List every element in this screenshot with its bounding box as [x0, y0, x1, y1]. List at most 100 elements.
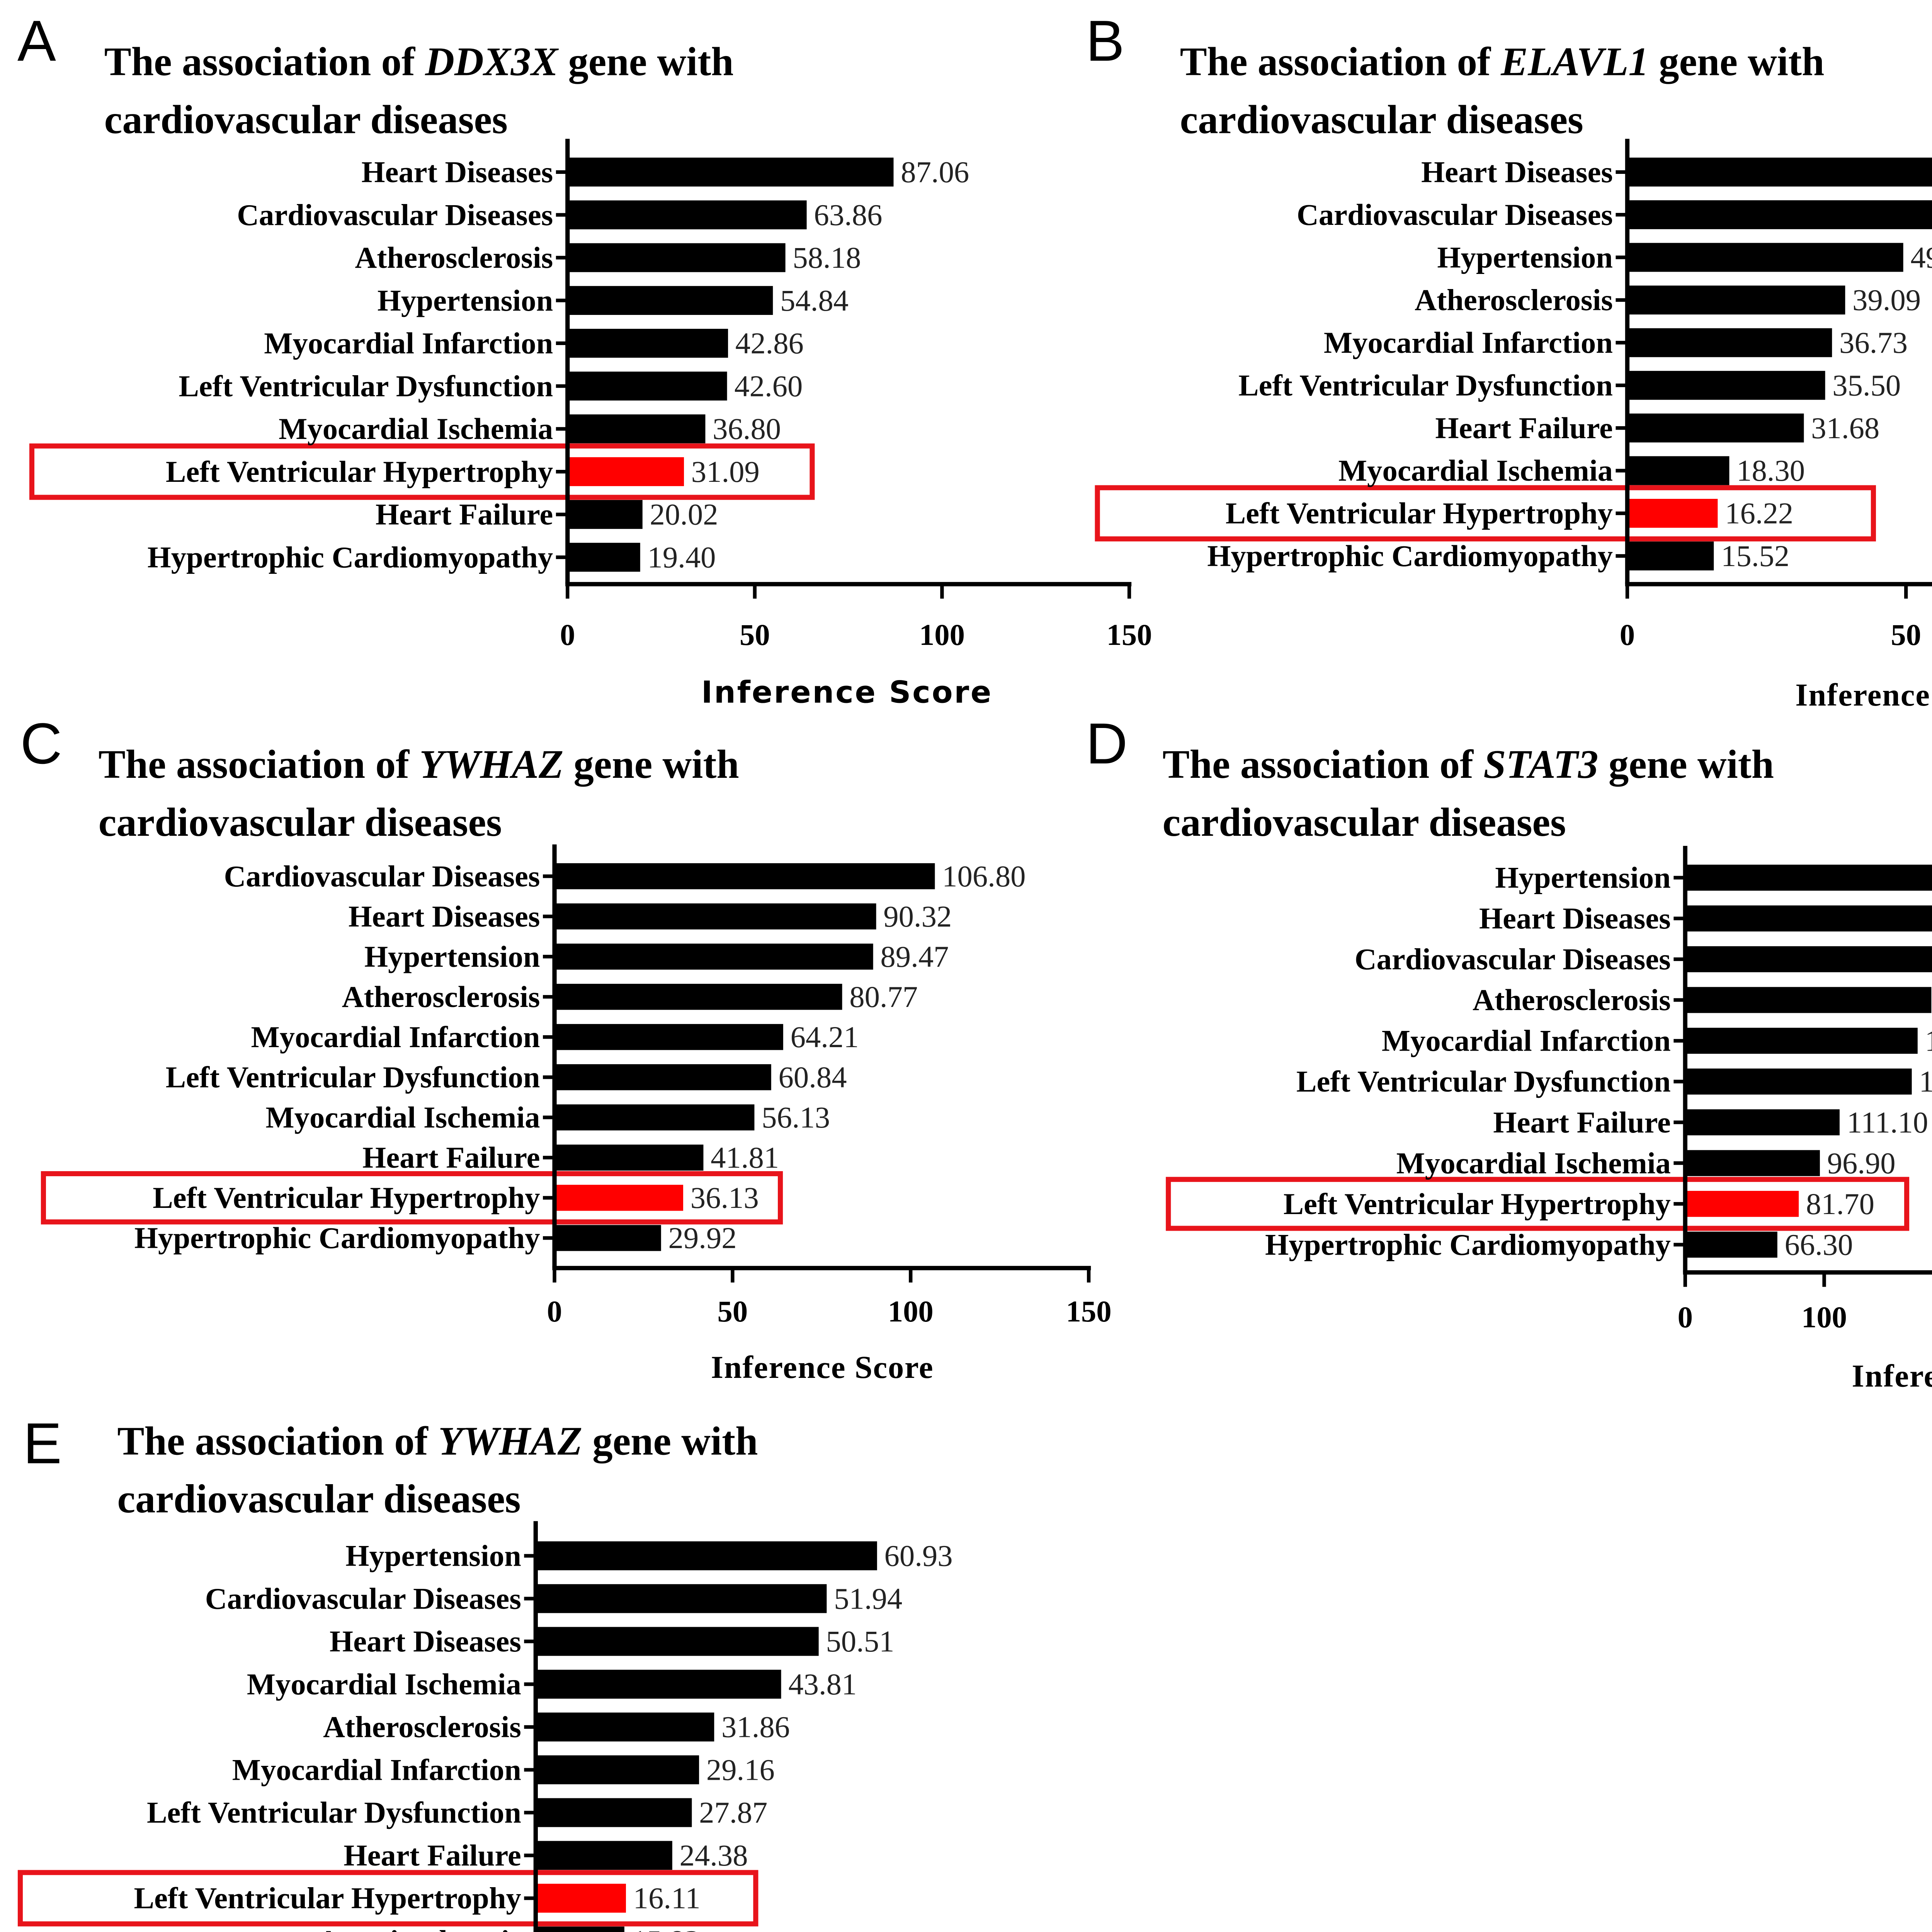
category-label: Left Ventricular Dysfunction: [179, 369, 553, 403]
value-label: 66.30: [1784, 1228, 1853, 1262]
chart-title: The association of YWHAZ gene with: [99, 742, 739, 787]
category-label: Myocardial Infarction: [251, 1020, 540, 1054]
bar: [536, 1841, 672, 1870]
value-label: 42.60: [734, 369, 803, 403]
plot-area: Cardiovascular Diseases 106.80 Heart Disea…: [41, 844, 1112, 1328]
bar: [536, 1627, 819, 1656]
value-label: 81.70: [1806, 1187, 1874, 1221]
highlight-box: [1166, 1177, 1910, 1231]
value-label: 31.68: [1811, 412, 1879, 445]
category-label: Heart Failure: [344, 1839, 521, 1872]
value-label: 42.86: [735, 327, 804, 361]
category-label: Heart Diseases: [330, 1625, 521, 1658]
x-tick-label: 150: [1066, 1295, 1112, 1328]
value-label: 167.23: [1925, 1024, 1932, 1058]
category-label: Left Ventricular Hypertrophy: [134, 1882, 521, 1915]
plot-area: Heart Diseases67.91Cardiovascular Diseas…: [1095, 139, 1932, 652]
highlight-box: [1095, 485, 1876, 542]
value-label: 80.77: [849, 980, 918, 1014]
category-label: Atherosclerosis: [1415, 284, 1613, 317]
bar-highlighted: [567, 457, 684, 486]
category-label: Myocardial Ischemia: [1338, 454, 1613, 488]
x-axis-label: Inference Score: [711, 1350, 934, 1385]
value-label: 16.11: [633, 1882, 701, 1915]
value-label: 24.38: [680, 1839, 748, 1872]
category-label: Left Ventricular Hypertrophy: [166, 455, 553, 489]
bar: [1627, 328, 1832, 357]
category-label: Arteriosclerosis: [318, 1925, 521, 1932]
bar: [567, 243, 786, 272]
panel-a: A The association of DDX3X gene with car…: [17, 8, 1152, 710]
value-label: 56.13: [762, 1101, 830, 1134]
bar: [567, 500, 643, 529]
bar: [554, 1145, 704, 1171]
bar: [567, 157, 894, 187]
x-axis-label: Inference Score: [1795, 677, 1932, 713]
bar: [1685, 1150, 1820, 1176]
bar: [554, 863, 935, 889]
x-tick-label: 100: [888, 1295, 934, 1328]
category-label: Heart Diseases: [361, 156, 553, 189]
chart-title: The association of DDX3X gene with: [104, 39, 734, 84]
gene-name: YWHAZ: [438, 1419, 582, 1464]
bar: [1627, 286, 1845, 315]
x-axis-label: Inference Score: [1852, 1359, 1932, 1394]
value-label: 29.16: [706, 1753, 775, 1787]
value-label: 36.13: [690, 1181, 759, 1215]
value-label: 39.09: [1852, 284, 1921, 317]
category-label: Hypertension: [1437, 241, 1613, 274]
bar: [554, 1225, 661, 1251]
title-suffix: gene with: [1598, 742, 1774, 787]
x-tick-label: 150: [1107, 618, 1152, 652]
category-label: Heart Diseases: [1479, 902, 1671, 935]
category-label: Hypertension: [378, 284, 553, 318]
value-label: 18.30: [1736, 454, 1805, 488]
category-label: Left Ventricular Hypertrophy: [153, 1181, 540, 1215]
bar-highlighted: [536, 1884, 626, 1913]
category-label: Myocardial Infarction: [264, 327, 553, 361]
bar: [567, 200, 807, 230]
title-prefix: The association of: [1163, 742, 1483, 787]
category-label: Hypertension: [1495, 861, 1671, 895]
value-label: 20.02: [650, 498, 718, 532]
x-tick-label: 100: [1801, 1301, 1847, 1334]
value-label: 54.84: [780, 284, 849, 318]
panel-letter: A: [17, 8, 56, 73]
x-axis-label: Inference Score: [701, 675, 993, 710]
bar: [567, 371, 727, 401]
value-label: 50.51: [826, 1625, 894, 1658]
value-label: 106.80: [942, 860, 1026, 893]
bar: [554, 1024, 783, 1050]
title-suffix: gene with: [582, 1419, 758, 1464]
category-label: Hypertrophic Cardiomyopathy: [134, 1221, 540, 1255]
value-label: 87.06: [901, 156, 969, 189]
chart-title-line2: cardiovascular diseases: [1163, 800, 1566, 845]
category-label: Heart Failure: [362, 1141, 540, 1175]
bar: [567, 286, 773, 315]
bar: [1685, 1027, 1918, 1054]
bar: [554, 1064, 771, 1090]
bar: [567, 328, 728, 358]
gene-name: DDX3X: [425, 39, 559, 84]
bar: [1627, 157, 1932, 187]
category-label: Myocardial Infarction: [1382, 1024, 1671, 1058]
value-label: 111.10: [1847, 1106, 1929, 1139]
value-label: 15.52: [1721, 539, 1789, 573]
panel-c: C The association of YWHAZ gene with car…: [20, 711, 1111, 1385]
category-label: Atherosclerosis: [342, 980, 540, 1014]
chart-title-line2: cardiovascular diseases: [99, 800, 502, 845]
bar-highlighted: [1685, 1190, 1799, 1217]
value-label: 49.51: [1910, 241, 1932, 274]
title-prefix: The association of: [117, 1419, 438, 1464]
bar: [536, 1713, 714, 1742]
value-label: 31.86: [721, 1711, 790, 1744]
highlight-box: [41, 1171, 783, 1225]
category-label: Myocardial Ischemia: [247, 1668, 521, 1701]
category-label: Myocardial Infarction: [1324, 326, 1613, 360]
category-label: Myocardial Ischemia: [265, 1101, 540, 1134]
value-label: 64.21: [791, 1020, 859, 1054]
highlight-box: [29, 443, 815, 500]
bar: [567, 543, 640, 572]
bar: [536, 1755, 699, 1784]
